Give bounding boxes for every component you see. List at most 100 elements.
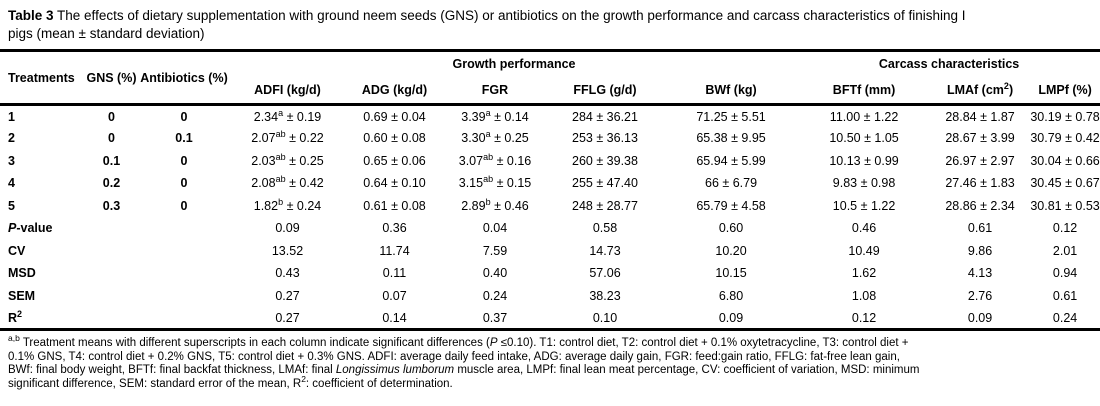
antibiotics-value — [138, 307, 230, 330]
measure-header-row: ADFI (kg/d) ADG (kg/d) FGR FFLG (g/d) BWf (k… — [0, 77, 1100, 105]
mean-sd-cell: 255 ± 47.40 — [572, 176, 638, 191]
column-header-fgr: FGR — [481, 82, 509, 97]
treatment-row: 2 0 0.1 2.07ab ± 0.22 0.60 ± 0.08 3.30a ± 0.2… — [0, 127, 1100, 150]
mean-sd-cell: 65.38 ± 9.95 — [696, 131, 766, 146]
table-footnote: a,b Treatment means with different super… — [8, 333, 920, 390]
treatment-id: 3 — [8, 153, 15, 168]
mean-sd-cell: 248 ± 28.77 — [572, 198, 638, 213]
column-header-bwf: BWf (kg) — [705, 82, 757, 97]
stat-value-cell: 14.73 — [589, 243, 621, 258]
treatment-id: 1 — [8, 109, 15, 124]
stat-value-cell: 0.43 — [275, 266, 300, 281]
stat-value-cell: 9.86 — [967, 243, 993, 258]
stat-value-cell: 2.01 — [1052, 243, 1078, 258]
stat-value-cell: 0.09 — [967, 310, 993, 325]
stat-value-cell: 0.27 — [275, 288, 300, 303]
mean-sd-cell: 30.19 ± 0.78 — [1030, 109, 1100, 124]
mean-sd-cell: 28.86 ± 2.34 — [945, 198, 1015, 213]
mean-sd-cell: 71.25 ± 5.51 — [696, 109, 766, 124]
mean-sd-cell: 2.08ab ± 0.42 — [251, 174, 324, 191]
treatment-id: 4 — [8, 176, 15, 191]
stat-value-cell: 0.94 — [1052, 266, 1078, 281]
stat-value-cell: 0.24 — [482, 288, 508, 303]
stat-value-cell: 7.59 — [482, 243, 508, 258]
column-header-lmpf: LMPf (%) — [1038, 82, 1092, 97]
mean-sd-cell: 30.04 ± 0.66 — [1030, 153, 1100, 168]
mean-sd-cell: 0.60 ± 0.08 — [363, 131, 426, 146]
antibiotics-value — [138, 217, 230, 240]
mean-sd-cell: 260 ± 39.38 — [572, 153, 638, 168]
gns-value — [85, 307, 138, 330]
stat-value-cell: 0.12 — [1052, 221, 1078, 236]
treatment-row: 4 0.2 0 2.08ab ± 0.42 0.64 ± 0.10 3.15ab ± 0.… — [0, 172, 1100, 195]
mean-sd-cell: 65.79 ± 4.58 — [696, 198, 766, 213]
mean-sd-cell: 284 ± 36.21 — [572, 109, 638, 124]
treatment-row: 1 0 0 2.34a ± 0.19 0.69 ± 0.04 3.39a ± 0.14 28… — [0, 105, 1100, 128]
stat-value-cell: 2.76 — [967, 288, 993, 303]
group-header-row: Treatments GNS (%) Antibiotics (%) Growt… — [0, 51, 1100, 84]
mean-sd-cell: 2.34a ± 0.19 — [253, 107, 322, 124]
column-header-bftf: BFTf (mm) — [832, 82, 896, 97]
stat-value-cell: 0.60 — [718, 221, 744, 236]
column-header-lmaf: LMAf (cm2) — [946, 80, 1014, 97]
stat-value-cell: 0.24 — [1052, 310, 1078, 325]
stat-value-cell: 0.46 — [851, 221, 877, 236]
stat-value-cell: 0.07 — [382, 288, 407, 303]
stat-value-cell: 57.06 — [589, 266, 621, 281]
mean-sd-cell: 2.07ab ± 0.22 — [251, 129, 324, 146]
treatment-id: 5 — [8, 198, 15, 213]
mean-sd-cell: 28.67 ± 3.99 — [945, 131, 1015, 146]
mean-sd-cell: 9.83 ± 0.98 — [832, 176, 896, 191]
stat-value-cell: 10.15 — [715, 266, 747, 281]
stat-row-p-value: P-value 0.09 0.36 0.04 0.58 0.60 0.46 0.61 0.12 — [0, 217, 1100, 240]
gns-value: 0 — [108, 109, 115, 124]
mean-sd-cell: 30.79 ± 0.42 — [1030, 131, 1100, 146]
group-header-carcass-characteristics: Carcass characteristics — [878, 57, 1020, 72]
column-header-antibiotics: Antibiotics (%) — [140, 70, 228, 85]
mean-sd-cell: 10.13 ± 0.99 — [829, 153, 899, 168]
antibiotics-value: 0.1 — [175, 131, 193, 146]
stat-label: CV — [8, 243, 26, 258]
mean-sd-cell: 0.65 ± 0.06 — [363, 153, 426, 168]
column-header-gns: GNS (%) — [86, 70, 137, 85]
stat-row-cv: CV 13.52 11.74 7.59 14.73 10.20 10.49 9.86 2.01 — [0, 240, 1100, 263]
column-header-treatments: Treatments — [8, 70, 75, 85]
antibiotics-value: 0 — [180, 109, 188, 124]
stat-value-cell: 1.08 — [851, 288, 877, 303]
antibiotics-value: 0 — [180, 153, 188, 168]
stat-value-cell: 0.12 — [851, 310, 877, 325]
stat-value-cell: 10.49 — [848, 243, 880, 258]
gns-value — [85, 240, 138, 263]
gns-value: 0.3 — [102, 198, 121, 213]
stat-label: P-value — [8, 221, 53, 236]
antibiotics-value — [138, 262, 230, 285]
stat-value-cell: 0.04 — [482, 221, 508, 236]
mean-sd-cell: 10.5 ± 1.22 — [832, 198, 896, 213]
stat-row-msd: MSD 0.43 0.11 0.40 57.06 10.15 1.62 4.13 0.94 — [0, 262, 1100, 285]
gns-value: 0.1 — [102, 153, 121, 168]
stat-value-cell: 0.58 — [592, 221, 618, 236]
stat-value-cell: 0.61 — [1052, 288, 1078, 303]
stat-value-cell: 0.40 — [482, 266, 508, 281]
gns-value — [85, 262, 138, 285]
column-header-adfi: ADFI (kg/d) — [254, 82, 321, 97]
stat-value-cell: 1.62 — [851, 266, 877, 281]
stat-value-cell: 0.11 — [382, 266, 407, 281]
stat-value-cell: 0.10 — [592, 310, 618, 325]
mean-sd-cell: 2.03ab ± 0.25 — [251, 151, 324, 168]
mean-sd-cell: 0.64 ± 0.10 — [363, 176, 426, 191]
stat-value-cell: 0.14 — [382, 310, 407, 325]
treatment-id: 2 — [8, 131, 15, 146]
antibiotics-value — [138, 285, 230, 308]
stat-value-cell: 0.09 — [718, 310, 744, 325]
stat-value-cell: 0.37 — [482, 310, 508, 325]
stat-value-cell: 38.23 — [589, 288, 621, 303]
column-header-adg: ADG (kg/d) — [361, 82, 428, 97]
column-header-fflg: FFLG (g/d) — [573, 82, 637, 97]
mean-sd-cell: 28.84 ± 1.87 — [945, 109, 1015, 124]
mean-sd-cell: 26.97 ± 2.97 — [945, 153, 1015, 168]
stat-value-cell: 6.80 — [718, 288, 744, 303]
stat-label: R2 — [8, 308, 23, 325]
mean-sd-cell: 11.00 ± 1.22 — [829, 109, 899, 124]
